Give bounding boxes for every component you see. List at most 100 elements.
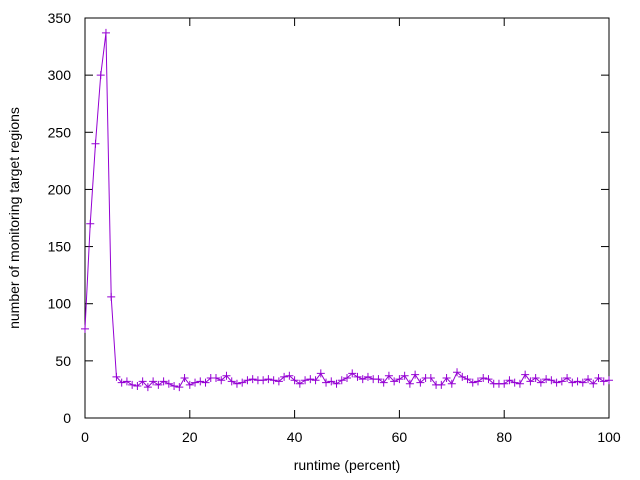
point-marker	[164, 379, 173, 388]
point-marker	[578, 378, 587, 387]
point-marker	[589, 379, 598, 388]
point-marker	[117, 378, 126, 387]
point-marker	[348, 369, 357, 378]
point-marker	[196, 377, 205, 386]
point-marker	[542, 375, 551, 384]
point-marker	[133, 382, 142, 390]
point-marker	[599, 377, 608, 386]
x-axis-label: runtime (percent)	[294, 457, 401, 473]
point-marker	[248, 375, 257, 384]
point-marker	[159, 377, 168, 386]
point-marker	[212, 374, 220, 382]
point-marker	[379, 378, 388, 387]
point-marker	[322, 378, 331, 387]
point-marker	[563, 374, 572, 382]
point-marker	[86, 219, 95, 228]
point-marker	[337, 376, 346, 385]
x-tick-label: 100	[597, 429, 621, 445]
point-marker	[594, 374, 603, 382]
data-line	[84, 32, 610, 388]
point-marker	[274, 377, 283, 386]
point-marker	[112, 372, 121, 381]
point-marker	[91, 139, 100, 148]
point-marker	[363, 372, 372, 381]
point-marker	[453, 368, 462, 377]
point-marker	[306, 375, 315, 384]
point-marker	[437, 380, 446, 389]
point-marker	[185, 380, 194, 389]
y-tick-label: 300	[48, 67, 72, 83]
point-marker	[96, 71, 105, 80]
x-tick-label: 0	[81, 429, 89, 445]
y-tick-label: 50	[55, 353, 71, 369]
point-marker	[374, 375, 383, 384]
point-marker	[180, 374, 189, 382]
point-marker	[479, 374, 488, 382]
point-marker	[311, 376, 320, 385]
point-marker	[384, 371, 393, 380]
point-marker	[526, 377, 535, 386]
point-marker	[484, 375, 493, 384]
y-tick-label: 350	[48, 10, 72, 26]
y-axis-label: number of monitoring target regions	[6, 107, 22, 329]
point-marker	[259, 376, 268, 385]
point-marker	[107, 292, 116, 301]
point-marker	[390, 377, 399, 386]
point-marker	[170, 382, 179, 390]
point-marker	[122, 377, 131, 386]
point-marker	[521, 370, 530, 379]
point-marker	[474, 377, 482, 386]
point-marker	[332, 379, 341, 388]
point-marker	[280, 372, 289, 381]
y-tick-label: 100	[48, 296, 72, 312]
point-marker	[101, 28, 110, 37]
point-marker	[426, 374, 435, 382]
point-marker	[547, 376, 556, 385]
point-marker	[395, 375, 404, 384]
point-marker	[573, 377, 582, 386]
point-marker	[227, 377, 236, 386]
point-marker	[191, 378, 200, 387]
point-marker	[510, 378, 519, 387]
point-marker	[264, 375, 273, 384]
point-marker	[81, 324, 89, 333]
point-marker	[138, 377, 147, 386]
point-marker	[128, 380, 137, 389]
point-marker	[505, 376, 514, 385]
point-marker	[405, 379, 414, 388]
point-marker	[605, 376, 613, 385]
point-marker	[301, 376, 310, 385]
point-marker	[175, 383, 184, 392]
point-marker	[217, 376, 226, 385]
point-marker	[442, 374, 451, 382]
point-marker	[568, 378, 577, 387]
point-marker	[290, 376, 299, 385]
point-marker	[327, 377, 336, 386]
plot-frame	[84, 17, 610, 419]
y-tick-label: 200	[48, 181, 72, 197]
point-marker	[243, 376, 252, 385]
y-tick-label: 150	[48, 239, 72, 255]
point-marker	[447, 379, 456, 388]
point-marker	[411, 370, 420, 379]
point-marker	[343, 374, 351, 382]
point-marker	[154, 380, 163, 389]
point-marker	[557, 377, 566, 386]
x-tick-label: 20	[182, 429, 198, 445]
point-marker	[468, 378, 477, 387]
point-marker	[515, 379, 524, 388]
y-tick-label: 0	[63, 410, 71, 426]
point-marker	[458, 372, 467, 381]
point-marker	[416, 378, 425, 387]
point-marker	[269, 376, 278, 385]
point-marker	[584, 375, 593, 384]
x-tick-label: 80	[496, 429, 512, 445]
point-marker	[285, 371, 294, 380]
y-tick-label: 250	[48, 124, 72, 140]
point-marker	[222, 371, 231, 380]
point-marker	[400, 371, 409, 380]
point-marker	[201, 378, 210, 387]
point-marker	[316, 369, 325, 378]
x-tick-label: 40	[287, 429, 303, 445]
